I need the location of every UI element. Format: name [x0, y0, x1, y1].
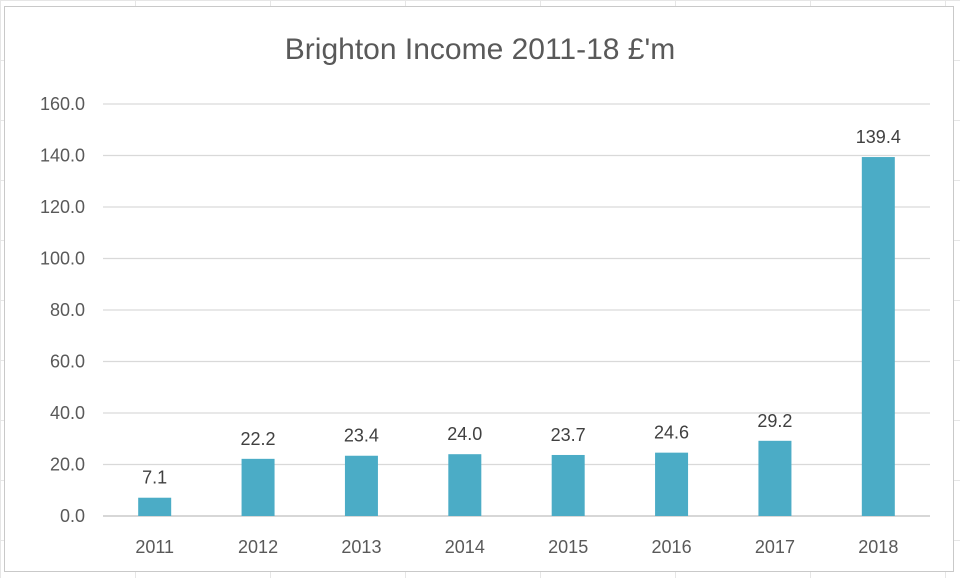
x-axis-ticks: 2011 2012 2013 2014 2015 2016 2017 2018	[135, 537, 898, 557]
x-tick-label-2018: 2018	[858, 537, 898, 557]
y-tick-label: 160.0	[40, 94, 85, 114]
x-tick-label-2016: 2016	[652, 537, 692, 557]
bar-2018[interactable]	[861, 157, 895, 517]
y-tick-label: 40.0	[50, 403, 85, 423]
data-label-2013: 23.4	[344, 426, 379, 446]
data-label-2018: 139.4	[856, 127, 901, 147]
data-labels: 7.1 22.2 23.4 24.0 23.7 24.6 29.2 139.4	[142, 127, 901, 488]
data-label-2011: 7.1	[142, 468, 167, 488]
x-tick-label-2015: 2015	[548, 537, 588, 557]
y-tick-label: 100.0	[40, 249, 85, 269]
x-tick-label-2017: 2017	[755, 537, 795, 557]
chart-area[interactable]: Brighton Income 2011-18 £'m 0.0 20.0 40.0 6…	[4, 6, 954, 572]
chart-title: Brighton Income 2011-18 £'m	[284, 33, 676, 66]
bar-chart: 0.020.040.060.080.0100.0120.0140.0160.0 …	[40, 94, 930, 557]
x-tick-label-2013: 2013	[341, 537, 381, 557]
gridlines	[103, 103, 930, 517]
bars	[138, 157, 895, 517]
bar-2017[interactable]	[758, 440, 792, 516]
y-tick-label: 80.0	[50, 300, 85, 320]
data-label-2012: 22.2	[241, 429, 276, 449]
x-tick-label-2014: 2014	[445, 537, 485, 557]
y-axis-ticks: 0.0 20.0 40.0 60.0 80.0 100.0 120.0 140.0 160.0	[40, 94, 85, 526]
x-tick-label-2012: 2012	[238, 537, 278, 557]
bar-2016[interactable]	[655, 452, 689, 516]
data-label-2015: 23.7	[551, 425, 586, 445]
y-tick-label: 60.0	[50, 352, 85, 372]
y-tick-label: 140.0	[40, 146, 85, 166]
bar-2014[interactable]	[448, 454, 482, 516]
data-label-2014: 24.0	[447, 424, 482, 444]
bar-2012[interactable]	[241, 458, 275, 516]
bar-2011[interactable]	[138, 497, 172, 516]
x-tick-label-2011: 2011	[135, 537, 174, 557]
bar-2015[interactable]	[551, 454, 585, 516]
y-tick-label: 20.0	[50, 455, 85, 475]
bar-2013[interactable]	[344, 455, 378, 516]
data-label-2016: 24.6	[654, 423, 689, 443]
data-label-2017: 29.2	[757, 411, 792, 431]
y-tick-label: 0.0	[60, 506, 85, 526]
y-tick-label: 120.0	[40, 197, 85, 217]
